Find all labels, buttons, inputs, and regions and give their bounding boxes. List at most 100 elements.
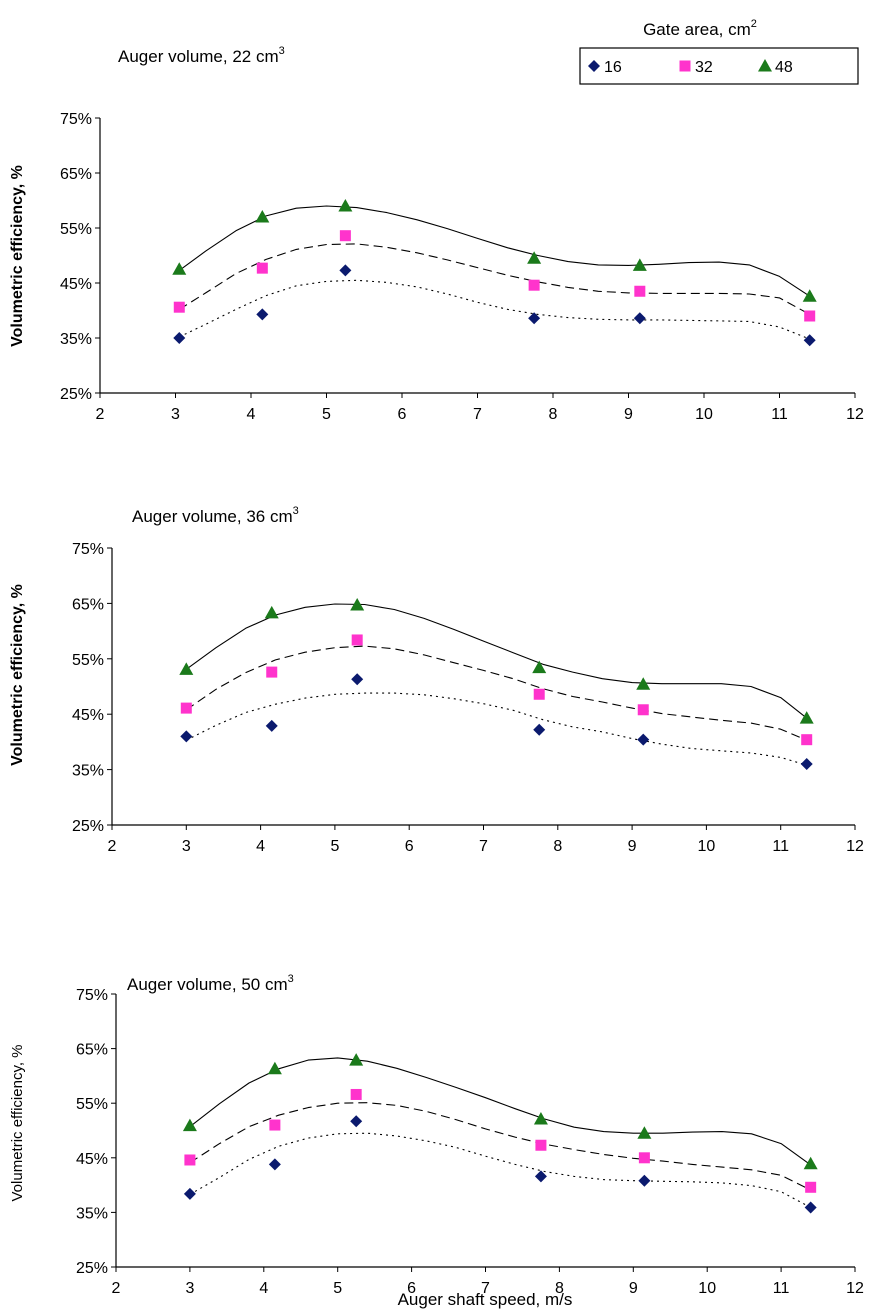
trendline-32 bbox=[185, 645, 807, 741]
x-tick-label: 4 bbox=[259, 1280, 268, 1297]
trendline-16 bbox=[189, 1132, 811, 1208]
x-tick-label: 10 bbox=[698, 1280, 716, 1297]
data-point-32 bbox=[266, 666, 278, 678]
trendline-48 bbox=[185, 603, 808, 719]
x-tick-label: 9 bbox=[628, 838, 637, 855]
data-point-32 bbox=[805, 1181, 817, 1193]
data-point-48 bbox=[350, 598, 365, 611]
y-tick-label: 75% bbox=[76, 987, 108, 1004]
data-point-48 bbox=[799, 711, 814, 724]
x-axis-label: Auger shaft speed, m/s bbox=[398, 1290, 573, 1309]
x-tick-label: 12 bbox=[846, 1280, 864, 1297]
y-tick-label: 75% bbox=[72, 541, 104, 558]
x-tick-label: 3 bbox=[171, 406, 180, 423]
legend-label-32: 32 bbox=[695, 59, 713, 76]
y-axis-label: Volumetric efficiency, % bbox=[9, 165, 26, 347]
legend-title: Gate area, cm2 bbox=[643, 18, 757, 39]
data-point-48 bbox=[533, 1112, 548, 1125]
data-point-16 bbox=[350, 1115, 363, 1128]
data-point-16 bbox=[268, 1158, 281, 1171]
data-point-32 bbox=[528, 279, 540, 291]
x-tick-label: 4 bbox=[256, 838, 265, 855]
x-tick-label: 9 bbox=[629, 1280, 638, 1297]
data-point-32 bbox=[801, 734, 813, 746]
trendline-32 bbox=[179, 243, 810, 315]
data-point-16 bbox=[633, 312, 646, 325]
data-point-16 bbox=[183, 1187, 196, 1200]
trendline-16 bbox=[186, 692, 807, 766]
data-point-32 bbox=[339, 230, 351, 242]
data-point-16 bbox=[637, 733, 650, 746]
y-tick-label: 55% bbox=[72, 652, 104, 669]
x-tick-label: 2 bbox=[112, 1280, 121, 1297]
data-point-32 bbox=[269, 1119, 281, 1131]
data-point-16 bbox=[533, 723, 546, 736]
data-point-32 bbox=[533, 688, 545, 700]
y-tick-label: 25% bbox=[72, 818, 104, 835]
data-point-16 bbox=[528, 312, 541, 325]
x-tick-label: 5 bbox=[333, 1280, 342, 1297]
y-tick-label: 45% bbox=[76, 1151, 108, 1168]
data-point-48 bbox=[527, 251, 542, 264]
data-point-32 bbox=[350, 1088, 362, 1100]
x-tick-label: 6 bbox=[398, 406, 407, 423]
legend-label-48: 48 bbox=[775, 59, 793, 76]
data-point-48 bbox=[632, 258, 647, 271]
x-tick-label: 8 bbox=[555, 1280, 564, 1297]
data-point-32 bbox=[638, 1152, 650, 1164]
y-tick-label: 65% bbox=[76, 1042, 108, 1059]
data-point-16 bbox=[180, 730, 193, 743]
x-tick-label: 8 bbox=[549, 406, 558, 423]
data-point-16 bbox=[534, 1170, 547, 1183]
trendline-16 bbox=[179, 279, 810, 340]
data-point-48 bbox=[267, 1061, 282, 1075]
data-point-16 bbox=[339, 264, 352, 277]
data-point-48 bbox=[264, 605, 279, 619]
y-tick-label: 45% bbox=[60, 276, 92, 293]
y-axis-label: Volumetric efficiency, % bbox=[9, 584, 26, 766]
y-tick-label: 65% bbox=[72, 596, 104, 613]
x-tick-label: 2 bbox=[108, 838, 117, 855]
data-point-16 bbox=[173, 332, 186, 344]
y-tick-label: 35% bbox=[60, 331, 92, 348]
x-tick-label: 7 bbox=[479, 838, 488, 855]
data-point-48 bbox=[349, 1053, 364, 1066]
x-tick-label: 3 bbox=[185, 1280, 194, 1297]
data-point-32 bbox=[173, 301, 185, 313]
legend-entries: 16 32 48 bbox=[588, 59, 793, 76]
y-tick-label: 25% bbox=[76, 1260, 108, 1277]
data-point-16 bbox=[638, 1174, 651, 1187]
x-tick-label: 2 bbox=[96, 406, 105, 423]
data-point-16 bbox=[256, 308, 269, 321]
data-point-48 bbox=[179, 662, 194, 675]
data-point-48 bbox=[255, 210, 270, 223]
x-tick-label: 12 bbox=[846, 838, 864, 855]
chart-panel-50: Auger volume, 50 cm3 Volumetric efficien… bbox=[9, 973, 864, 1309]
x-tick-label: 5 bbox=[322, 406, 331, 423]
trendline-32 bbox=[189, 1102, 811, 1191]
panel-title: Auger volume, 36 cm3 bbox=[132, 505, 299, 526]
data-point-32 bbox=[634, 285, 646, 297]
data-point-16 bbox=[351, 673, 364, 686]
data-point-16 bbox=[803, 334, 816, 347]
x-tick-label: 12 bbox=[846, 406, 864, 423]
legend-marker-32 bbox=[679, 60, 691, 72]
data-point-48 bbox=[532, 660, 547, 674]
x-tick-label: 7 bbox=[481, 1280, 490, 1297]
x-tick-label: 4 bbox=[247, 406, 256, 423]
data-point-48 bbox=[338, 199, 353, 212]
y-tick-label: 35% bbox=[72, 763, 104, 780]
data-point-16 bbox=[800, 758, 813, 771]
data-point-32 bbox=[804, 310, 816, 322]
y-tick-label: 25% bbox=[60, 386, 92, 403]
y-tick-label: 55% bbox=[76, 1096, 108, 1113]
chart-panel-36: Auger volume, 36 cm3 Volumetric efficien… bbox=[9, 505, 864, 855]
data-point-48 bbox=[172, 262, 187, 275]
data-point-32 bbox=[351, 634, 363, 646]
data-point-16 bbox=[265, 719, 278, 732]
trendline-48 bbox=[189, 1057, 812, 1166]
panel-title: Auger volume, 22 cm3 bbox=[118, 45, 285, 66]
x-tick-label: 7 bbox=[473, 406, 482, 423]
y-axis-label: Volumetric efficiency, % bbox=[9, 1044, 26, 1201]
x-tick-label: 5 bbox=[330, 838, 339, 855]
